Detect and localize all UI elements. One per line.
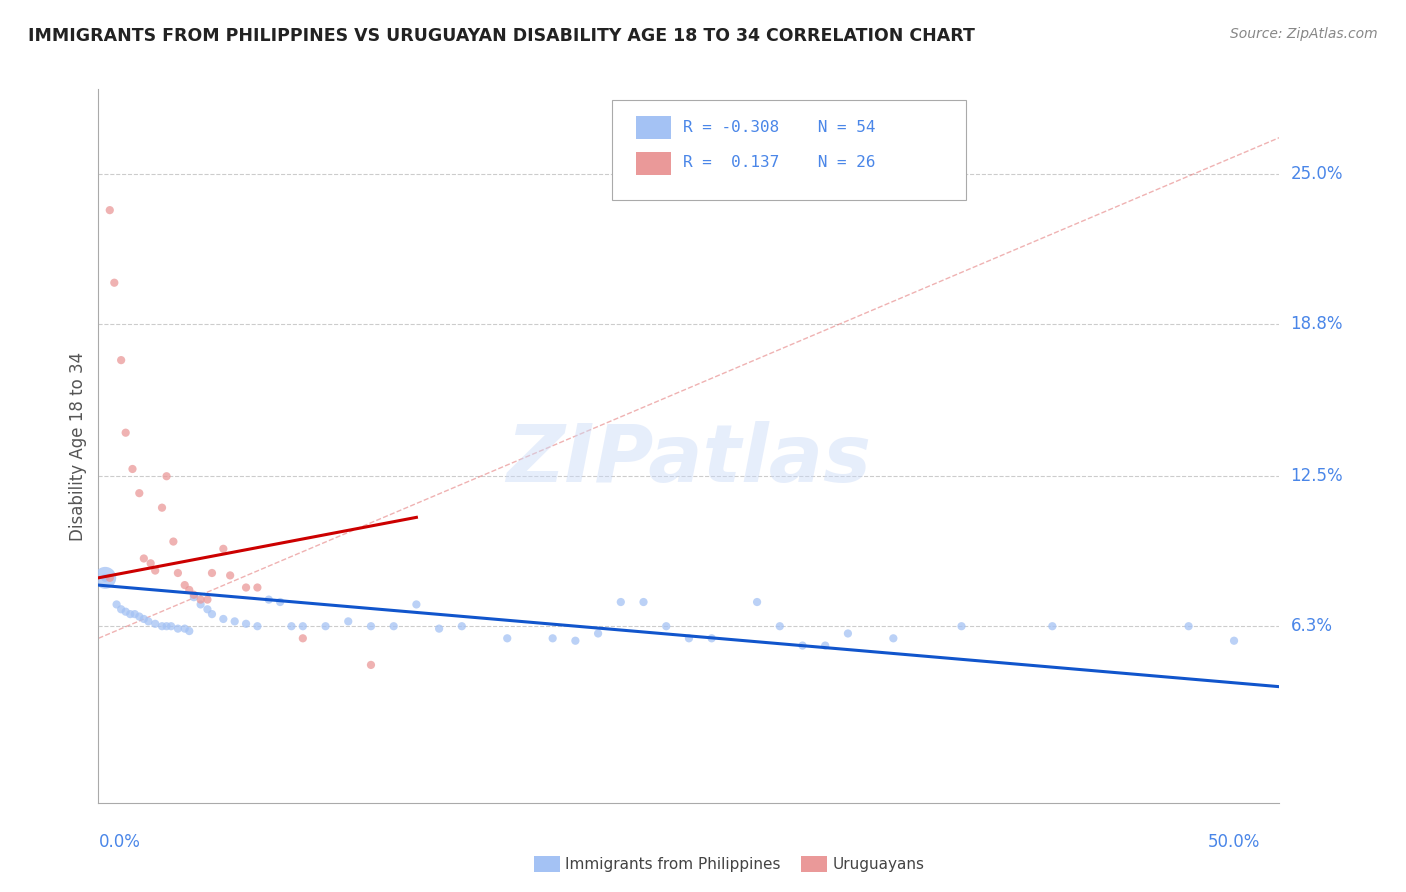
Point	[110, 602, 132, 616]
Point	[633, 595, 655, 609]
Text: 6.3%: 6.3%	[1291, 617, 1333, 635]
Text: Immigrants from Philippines: Immigrants from Philippines	[565, 857, 780, 871]
Bar	[636, 152, 671, 175]
FancyBboxPatch shape	[612, 100, 966, 200]
Point	[98, 203, 121, 218]
Text: R =  0.137    N = 26: R = 0.137 N = 26	[683, 155, 876, 170]
Point	[173, 622, 195, 636]
Text: ZIPatlas: ZIPatlas	[506, 421, 872, 500]
Point	[179, 624, 201, 638]
Point	[167, 566, 190, 580]
Text: Uruguayans: Uruguayans	[832, 857, 924, 871]
Point	[138, 615, 160, 629]
Text: R = -0.308    N = 54: R = -0.308 N = 54	[683, 120, 876, 135]
Point	[179, 582, 201, 597]
Point	[405, 598, 427, 612]
Point	[269, 595, 291, 609]
Point	[814, 639, 837, 653]
Point	[246, 581, 269, 595]
Point	[564, 633, 586, 648]
Point	[496, 632, 519, 646]
Point	[162, 534, 184, 549]
Text: 50.0%: 50.0%	[1208, 833, 1260, 851]
Point	[1223, 633, 1246, 648]
Point	[150, 619, 173, 633]
Point	[114, 425, 136, 440]
Point	[167, 622, 190, 636]
Text: 25.0%: 25.0%	[1291, 165, 1343, 183]
Point	[155, 469, 177, 483]
Point	[882, 632, 904, 646]
Point	[143, 564, 166, 578]
Point	[190, 592, 212, 607]
Point	[114, 605, 136, 619]
Point	[246, 619, 269, 633]
Point	[678, 632, 700, 646]
Text: 18.8%: 18.8%	[1291, 315, 1343, 333]
Text: IMMIGRANTS FROM PHILIPPINES VS URUGUAYAN DISABILITY AGE 18 TO 34 CORRELATION CHA: IMMIGRANTS FROM PHILIPPINES VS URUGUAYAN…	[28, 27, 974, 45]
Point	[541, 632, 564, 646]
Point	[120, 607, 142, 621]
Point	[837, 626, 859, 640]
Point	[128, 609, 150, 624]
Point	[337, 615, 360, 629]
Point	[610, 595, 633, 609]
Point	[212, 612, 235, 626]
Point	[1177, 619, 1199, 633]
Point	[792, 639, 814, 653]
Point	[128, 486, 150, 500]
Point	[201, 607, 224, 621]
Point	[700, 632, 723, 646]
Point	[121, 462, 143, 476]
Point	[183, 590, 205, 604]
Point	[212, 541, 235, 556]
Point	[291, 619, 314, 633]
Point	[124, 607, 146, 621]
Point	[183, 588, 205, 602]
Text: 0.0%: 0.0%	[98, 833, 141, 851]
Point	[224, 615, 246, 629]
Point	[160, 619, 183, 633]
Point	[450, 619, 472, 633]
Bar	[636, 116, 671, 139]
Point	[94, 571, 117, 585]
Point	[586, 626, 609, 640]
Text: 12.5%: 12.5%	[1291, 467, 1343, 485]
Point	[427, 622, 450, 636]
Point	[655, 619, 678, 633]
Point	[315, 619, 337, 633]
Point	[105, 598, 128, 612]
Point	[745, 595, 768, 609]
Point	[103, 276, 125, 290]
Point	[98, 571, 121, 585]
Point	[173, 578, 195, 592]
Point	[132, 551, 155, 566]
Point	[257, 592, 280, 607]
Point	[143, 616, 166, 631]
Point	[94, 571, 117, 585]
Point	[219, 568, 242, 582]
Point	[950, 619, 973, 633]
Point	[1040, 619, 1063, 633]
Point	[769, 619, 792, 633]
Point	[360, 657, 382, 672]
Point	[155, 619, 177, 633]
Point	[382, 619, 405, 633]
Point	[150, 500, 173, 515]
Point	[197, 592, 219, 607]
Point	[201, 566, 224, 580]
Point	[190, 598, 212, 612]
Point	[139, 557, 162, 571]
Y-axis label: Disability Age 18 to 34: Disability Age 18 to 34	[69, 351, 87, 541]
Point	[132, 612, 155, 626]
Point	[360, 619, 382, 633]
Point	[291, 632, 314, 646]
Point	[235, 616, 257, 631]
Point	[235, 581, 257, 595]
Point	[280, 619, 302, 633]
Point	[197, 602, 219, 616]
Point	[110, 353, 132, 368]
Text: Source: ZipAtlas.com: Source: ZipAtlas.com	[1230, 27, 1378, 41]
